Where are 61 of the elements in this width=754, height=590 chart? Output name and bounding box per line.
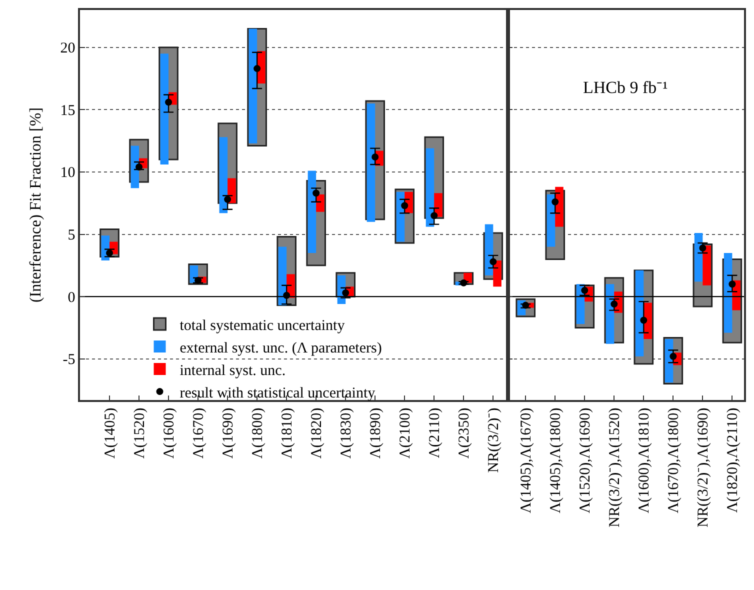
y-tick-label: 15 [60,102,76,119]
point [372,154,379,161]
bar [396,192,405,242]
point [224,196,232,203]
point [312,190,320,197]
bar [366,103,376,222]
point [610,300,618,308]
x-tick-label: NR((3/2)⁻) [486,408,502,473]
bar [160,54,169,164]
x-tick-label: Λ(1520) [132,408,148,459]
x-tick-label: Λ(1405) [102,408,118,459]
y-axis-title: (Interference) Fit Fraction [%] [28,107,45,303]
x-tick-label: NR((3/2)⁻),Λ(1520) [607,408,624,528]
bar [484,224,494,276]
x-tick-label: Λ(1820),Λ(2110) [725,408,742,513]
x-tick-label: Λ(1600),Λ(1810) [636,408,653,514]
bar [702,246,711,286]
point [401,202,408,210]
x-tick-label: Λ(2100) [397,408,414,459]
point [254,65,261,72]
x-tick-label: Λ(2350) [456,408,473,459]
x-tick-label: Λ(1670),Λ(1800) [666,408,682,514]
point [430,212,438,220]
y-tick-label: 5 [68,228,76,244]
x-tick-label: Λ(1405),Λ(1670) [518,408,534,514]
x-tick-label: Λ(1810) [279,408,296,459]
point [640,316,648,324]
bar [635,270,644,356]
legend-label: internal syst. unc. [180,362,286,379]
y-tick-label: 10 [60,165,76,182]
bar [724,252,732,333]
legend-label: total systematic uncertainty [180,318,346,334]
y-tick-label: 0 [68,290,76,306]
y-tick-label: -5 [62,352,76,368]
x-tick-label: Λ(1830) [338,408,354,459]
x-tick-label: Λ(1600) [161,408,178,459]
point [194,276,202,284]
bar [248,28,258,144]
point [136,164,143,170]
x-tick-label: Λ(1690) [220,408,236,459]
bar [219,137,228,214]
bar [308,170,316,253]
legend-label: result with statistical uncertainty [180,385,376,402]
point [165,98,172,106]
x-tick-label: Λ(1820) [308,408,325,459]
x-tick-label: Λ(1405),Λ(1800) [548,408,564,514]
annotation: LHCb 9 fb⁻¹ [583,78,668,97]
x-tick-label: Λ(1800) [250,408,266,459]
x-tick-label: Λ(2110) [427,408,444,458]
bar [493,260,502,287]
x-tick-label: Λ(1890) [368,408,384,459]
bar [278,246,287,306]
point [552,198,559,206]
x-tick-label: Λ(1670) [190,408,207,459]
bar [316,194,324,212]
x-tick-label: NR((3/2)⁻),Λ(1690) [696,408,712,528]
point [728,280,736,288]
y-tick-label: 20 [60,40,76,57]
x-tick-label: Λ(1520),Λ(1690) [578,408,594,514]
legend-label: external syst. unc. (Λ parameters) [180,340,382,356]
bar [426,148,434,227]
